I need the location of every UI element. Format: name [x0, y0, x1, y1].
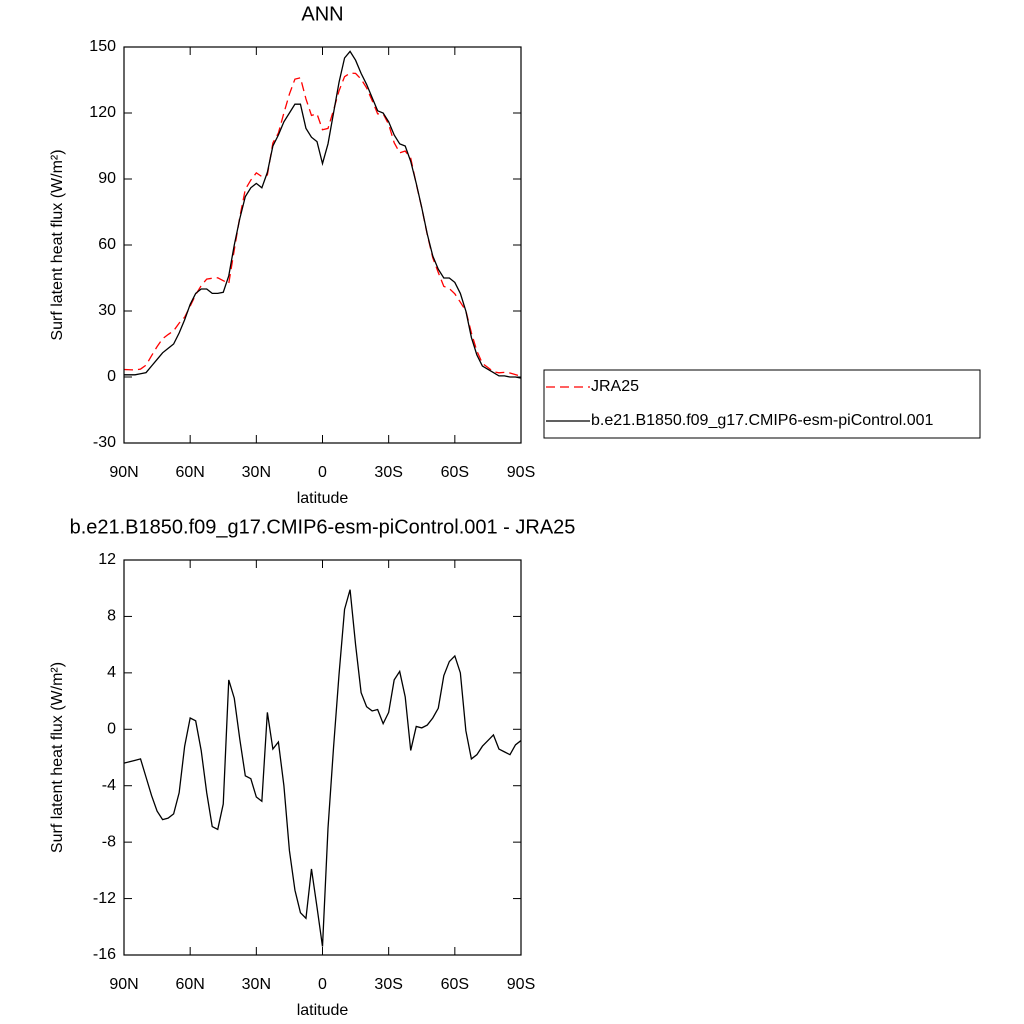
y-axis-label: Surf latent heat flux (W/m²) [49, 149, 66, 340]
x-tick-label: 90N [109, 976, 138, 993]
x-axis-label: latitude [297, 490, 349, 507]
x-tick-label: 60N [175, 976, 204, 993]
y-tick-label: 30 [98, 302, 116, 319]
data-line [124, 50, 522, 379]
y-tick-label: -8 [102, 833, 116, 850]
x-tick-label: 90S [507, 464, 535, 481]
y-tick-label: 90 [98, 170, 116, 187]
plot-frame [123, 46, 522, 444]
x-axis-label: latitude [297, 1002, 349, 1019]
legend-label: JRA25 [591, 378, 639, 395]
data-line [123, 72, 522, 377]
y-axis-label: Surf latent heat flux (W/m²) [49, 662, 66, 853]
x-tick-label: 0 [318, 464, 327, 481]
x-tick-label: 0 [318, 976, 327, 993]
chart-title: b.e21.B1850.f09_g17.CMIP6-esm-piControl.… [70, 516, 576, 538]
y-tick-label: 60 [98, 236, 116, 253]
chart-title: ANN [301, 3, 343, 25]
legend-label: b.e21.B1850.f09_g17.CMIP6-esm-piControl.… [591, 412, 934, 429]
legend-box [543, 369, 981, 439]
y-tick-label: 150 [89, 38, 116, 55]
y-tick-label: 120 [89, 104, 116, 121]
x-tick-label: 90S [507, 976, 535, 993]
x-tick-label: 30S [374, 464, 402, 481]
x-tick-label: 60S [441, 464, 469, 481]
y-tick-label: -30 [93, 434, 116, 451]
y-tick-label: -16 [93, 946, 116, 963]
y-tick-label: 12 [98, 551, 116, 568]
y-tick-label: 8 [107, 608, 116, 625]
data-line [123, 589, 522, 947]
y-tick-label: -4 [102, 777, 116, 794]
y-tick-label: 0 [107, 721, 116, 738]
y-tick-label: 0 [107, 368, 116, 385]
x-tick-label: 90N [109, 464, 138, 481]
x-tick-label: 60S [441, 976, 469, 993]
x-tick-label: 30S [374, 976, 402, 993]
plot-frame [123, 559, 522, 956]
x-tick-label: 60N [175, 464, 204, 481]
x-tick-label: 30N [242, 976, 271, 993]
x-tick-label: 30N [242, 464, 271, 481]
y-tick-label: -12 [93, 890, 116, 907]
y-tick-label: 4 [107, 664, 116, 681]
